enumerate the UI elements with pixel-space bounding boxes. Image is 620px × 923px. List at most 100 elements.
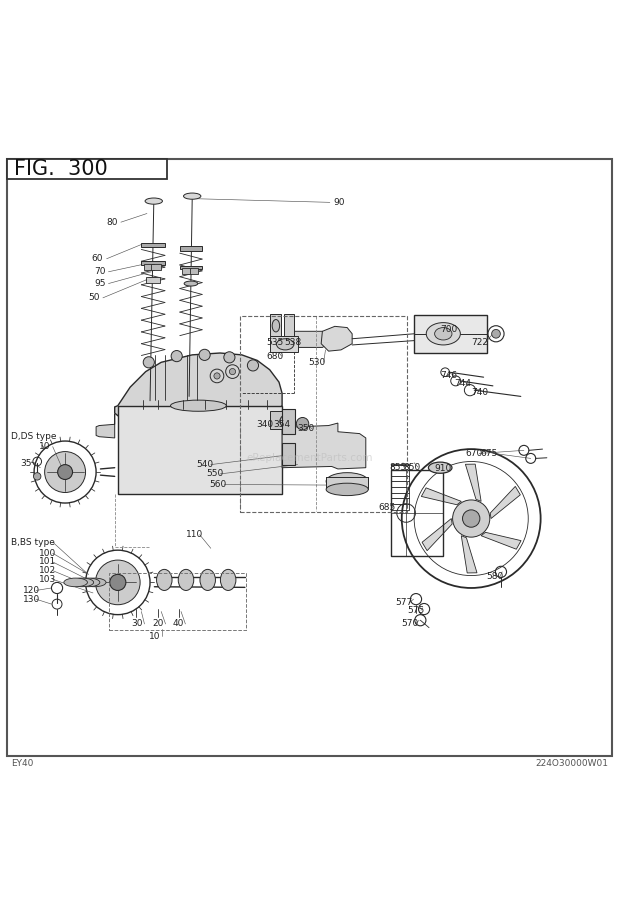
Text: 10: 10 bbox=[39, 442, 51, 451]
Text: 50: 50 bbox=[89, 294, 100, 303]
Bar bbox=[240, 317, 407, 512]
Bar bbox=[270, 411, 282, 429]
Polygon shape bbox=[422, 519, 452, 551]
Circle shape bbox=[224, 352, 235, 363]
Polygon shape bbox=[321, 327, 352, 351]
Text: 910: 910 bbox=[434, 464, 451, 473]
Text: 535: 535 bbox=[267, 338, 284, 347]
Bar bbox=[270, 336, 298, 353]
Ellipse shape bbox=[146, 277, 160, 282]
Bar bbox=[144, 264, 154, 270]
Polygon shape bbox=[490, 486, 520, 519]
Polygon shape bbox=[118, 406, 282, 494]
Text: 577: 577 bbox=[395, 598, 412, 607]
Bar bbox=[141, 261, 165, 265]
Text: 101: 101 bbox=[39, 557, 56, 567]
Text: 60: 60 bbox=[92, 254, 104, 263]
Circle shape bbox=[143, 356, 154, 368]
Polygon shape bbox=[282, 423, 366, 469]
Text: 90: 90 bbox=[334, 198, 345, 207]
Text: 20: 20 bbox=[153, 619, 164, 629]
Text: D,DS type: D,DS type bbox=[11, 432, 56, 441]
Bar bbox=[270, 314, 281, 338]
Circle shape bbox=[171, 351, 182, 362]
Ellipse shape bbox=[170, 400, 226, 412]
Circle shape bbox=[110, 574, 126, 591]
Ellipse shape bbox=[435, 328, 452, 340]
Text: 580: 580 bbox=[486, 572, 503, 581]
Bar bbox=[151, 264, 161, 270]
Text: 350: 350 bbox=[298, 425, 315, 433]
Circle shape bbox=[492, 330, 500, 338]
Polygon shape bbox=[115, 353, 282, 432]
Ellipse shape bbox=[428, 462, 452, 473]
Text: 80: 80 bbox=[107, 218, 118, 227]
Text: 40: 40 bbox=[172, 619, 184, 629]
Bar bbox=[146, 277, 160, 283]
Ellipse shape bbox=[184, 282, 198, 286]
Ellipse shape bbox=[145, 198, 162, 204]
Text: 100: 100 bbox=[39, 549, 56, 557]
Text: FIG.  300: FIG. 300 bbox=[14, 159, 107, 179]
Bar bbox=[391, 470, 443, 556]
Text: 30: 30 bbox=[131, 619, 143, 629]
Text: 95: 95 bbox=[94, 279, 106, 288]
Text: 35: 35 bbox=[20, 459, 32, 468]
Circle shape bbox=[33, 473, 41, 480]
Text: B,BS type: B,BS type bbox=[11, 537, 55, 546]
Text: 103: 103 bbox=[39, 575, 56, 584]
Bar bbox=[282, 409, 294, 434]
Bar bbox=[414, 315, 487, 353]
Text: 110: 110 bbox=[186, 530, 203, 539]
Circle shape bbox=[229, 368, 236, 375]
Text: 130: 130 bbox=[23, 594, 40, 604]
Circle shape bbox=[45, 451, 86, 493]
Text: 722: 722 bbox=[471, 338, 488, 347]
Circle shape bbox=[247, 360, 259, 371]
Ellipse shape bbox=[82, 578, 106, 587]
Ellipse shape bbox=[326, 473, 368, 490]
Ellipse shape bbox=[64, 578, 87, 587]
Text: 850: 850 bbox=[404, 462, 421, 472]
Bar bbox=[7, 159, 167, 179]
Text: 10: 10 bbox=[149, 632, 161, 641]
Text: 102: 102 bbox=[39, 566, 56, 575]
Text: 680: 680 bbox=[267, 352, 284, 361]
Text: 224O30000W01: 224O30000W01 bbox=[536, 759, 609, 768]
Ellipse shape bbox=[272, 319, 280, 332]
Bar bbox=[326, 477, 368, 489]
Text: 685: 685 bbox=[378, 504, 396, 512]
Ellipse shape bbox=[277, 339, 294, 350]
Text: 340: 340 bbox=[256, 420, 273, 429]
Text: 540: 540 bbox=[197, 460, 214, 469]
Text: 575: 575 bbox=[407, 605, 425, 615]
Circle shape bbox=[95, 560, 140, 605]
Bar bbox=[180, 246, 202, 251]
Polygon shape bbox=[422, 488, 461, 505]
Ellipse shape bbox=[156, 569, 172, 591]
Text: eReplacementParts.com: eReplacementParts.com bbox=[247, 453, 373, 463]
Ellipse shape bbox=[221, 569, 236, 591]
Text: 855: 855 bbox=[389, 462, 407, 472]
Text: 746: 746 bbox=[440, 371, 458, 380]
Text: 740: 740 bbox=[471, 388, 489, 397]
Text: 670: 670 bbox=[465, 449, 482, 458]
Ellipse shape bbox=[326, 484, 368, 496]
Circle shape bbox=[463, 509, 480, 527]
Ellipse shape bbox=[200, 569, 216, 591]
Text: 700: 700 bbox=[440, 325, 458, 334]
Text: 70: 70 bbox=[94, 268, 106, 276]
Bar bbox=[391, 464, 409, 509]
Circle shape bbox=[214, 373, 220, 379]
Polygon shape bbox=[466, 464, 481, 501]
Text: 120: 120 bbox=[23, 586, 40, 595]
Text: 530: 530 bbox=[309, 358, 326, 366]
Circle shape bbox=[199, 349, 210, 361]
Ellipse shape bbox=[76, 578, 100, 587]
Polygon shape bbox=[294, 331, 329, 347]
Ellipse shape bbox=[426, 323, 460, 345]
Text: 550: 550 bbox=[206, 470, 223, 478]
Text: 560: 560 bbox=[210, 480, 227, 489]
Circle shape bbox=[453, 500, 490, 537]
Bar bbox=[284, 314, 294, 338]
